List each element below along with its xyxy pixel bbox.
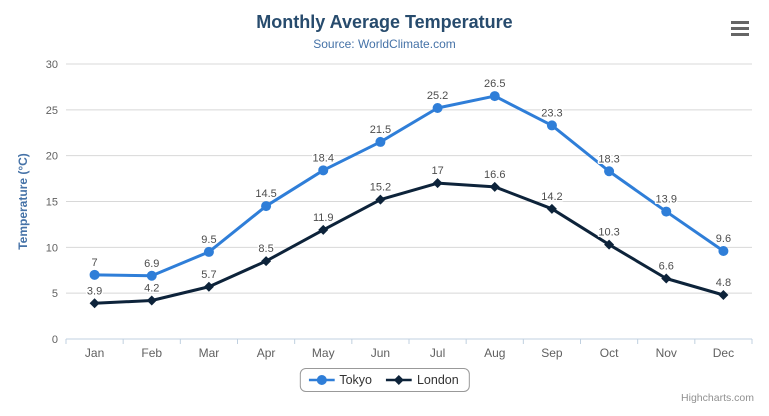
legend-label: Tokyo [339,373,372,387]
data-label: 10.3 [598,227,619,239]
x-axis-category-label: Apr [257,346,276,360]
y-axis-tick-label: 30 [46,59,58,71]
legend-circle-marker-icon [308,375,335,385]
series-line-london [93,181,725,305]
data-label: 17 [431,165,443,177]
data-label: 8.5 [258,243,273,255]
series-point-marker[interactable] [89,269,100,280]
chart-title: Monthly Average Temperature [256,12,513,32]
x-axis-category-label: Dec [713,346,734,360]
series-point-marker[interactable] [203,246,214,257]
series-point-marker[interactable] [261,256,272,267]
data-label: 14.2 [541,191,562,203]
data-label: 4.8 [716,277,731,289]
series-point-marker[interactable] [318,224,329,235]
series-point-marker[interactable] [89,298,100,309]
series-point-marker[interactable] [489,181,500,192]
y-axis-title: Temperature (°C) [16,153,30,250]
x-axis-category-label: Nov [656,346,677,360]
data-label: 14.5 [255,188,276,200]
hamburger-menu-icon[interactable] [731,21,749,39]
data-label: 13.9 [656,194,677,206]
y-axis-tick-label: 10 [46,242,58,254]
series-point-marker[interactable] [375,136,386,147]
data-label: 3.9 [87,285,102,297]
data-label: 18.3 [598,153,619,165]
series-point-marker[interactable] [146,295,157,306]
data-label: 16.6 [484,169,505,181]
hamburger-bar [731,33,749,36]
x-axis-category-label: Oct [600,346,619,360]
data-label: 26.5 [484,78,505,90]
x-axis-category-label: Sep [541,346,563,360]
series-point-marker[interactable] [546,203,557,214]
data-label: 18.4 [313,152,334,164]
series-line-tokyo [93,94,725,278]
data-label: 9.5 [201,234,216,246]
series-point-marker[interactable] [604,239,615,250]
hamburger-bar [731,21,749,24]
series-point-marker[interactable] [146,270,157,281]
series-point-marker[interactable] [604,166,615,177]
legend-item-tokyo[interactable]: Tokyo [308,373,372,387]
legend-item-london[interactable]: London [385,373,459,387]
x-axis-category-label: Jan [85,346,104,360]
series-point-marker[interactable] [203,281,214,292]
x-axis-category-label: Jul [430,346,445,360]
data-label: 21.5 [370,124,391,136]
credits-link[interactable]: Highcharts.com [681,392,754,404]
legend-label: London [416,373,459,387]
series-point-marker[interactable] [375,194,386,205]
chart-subtitle: Source: WorldClimate.com [313,37,456,51]
series-point-marker[interactable] [661,206,672,217]
series-point-marker[interactable] [318,165,329,176]
legend-diamond-marker-icon [385,375,412,385]
x-axis-category-label: Feb [141,346,162,360]
series-point-marker[interactable] [718,246,729,256]
y-axis-tick-label: 25 [46,105,58,117]
data-label: 23.3 [541,107,562,119]
series-point-marker[interactable] [546,120,557,131]
data-label: 11.9 [313,212,334,224]
y-axis-tick-label: 5 [52,288,58,300]
data-label: 6.6 [659,261,674,273]
x-axis-category-label: Mar [199,346,220,360]
data-label: 9.6 [716,233,731,245]
series-point-marker[interactable] [432,178,443,189]
x-axis-category-label: May [312,346,335,360]
data-label: 5.7 [201,269,216,281]
data-label: 6.9 [144,258,159,270]
data-label: 25.2 [427,90,448,102]
hamburger-bar [731,27,749,30]
x-axis-category-label: Aug [484,346,505,360]
y-axis-tick-label: 0 [52,334,58,346]
x-axis-category-label: Jun [371,346,390,360]
data-label: 7 [92,257,98,269]
y-axis-tick-label: 20 [46,151,58,163]
data-label: 4.2 [144,283,159,295]
legend: Tokyo London [299,368,470,392]
y-axis-tick-label: 15 [46,197,58,209]
data-label: 15.2 [370,182,391,194]
series-point-marker[interactable] [489,91,500,102]
series-point-marker[interactable] [718,290,729,300]
series-point-marker[interactable] [432,103,443,113]
series-point-marker[interactable] [261,201,272,212]
series-point-marker[interactable] [661,273,672,284]
